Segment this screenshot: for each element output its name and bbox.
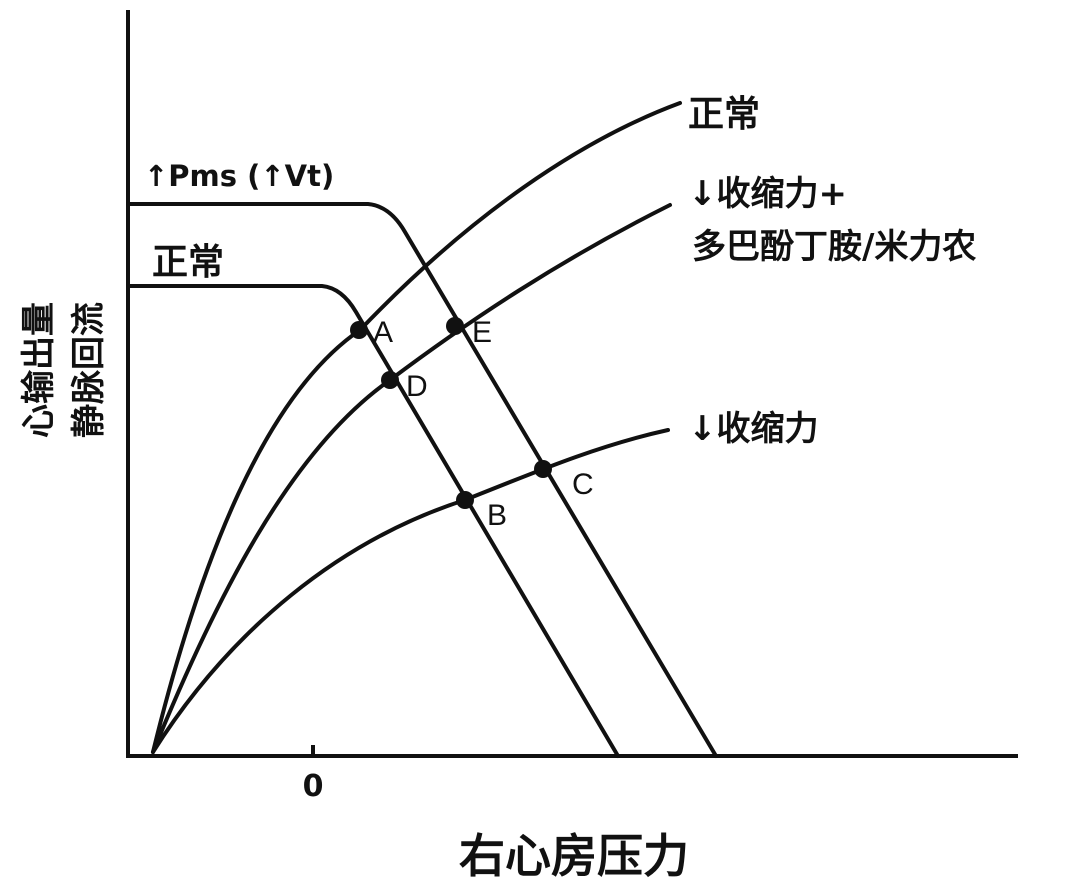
- point-c-marker: [534, 460, 552, 478]
- reduced-contractility-drug-label-line2: 多巴酚丁胺/米力农: [692, 227, 976, 267]
- cardiac-curve-reduced-contractility: [151, 428, 670, 754]
- venous-return-curve-normal: [126, 284, 620, 758]
- y-axis-label-line1: 心输出量: [19, 302, 59, 438]
- point-a-marker: [350, 321, 368, 339]
- venous-normal-label: 正常: [152, 242, 224, 283]
- point-d-marker: [381, 371, 399, 389]
- point-e-marker: [446, 317, 464, 335]
- cardiac-curve-normal: [151, 101, 682, 754]
- increased-pms-label: ↑Pms (↑Vt): [144, 159, 334, 193]
- x-tick-zero-label: 0: [303, 769, 324, 804]
- point-b-marker: [456, 491, 474, 509]
- venous-return-curve-increased-pms: [126, 202, 718, 758]
- reduced-contractility-drug-label-line1: ↓收缩力+: [688, 174, 847, 214]
- cardiac-normal-label: 正常: [688, 94, 760, 135]
- reduced-contractility-label: ↓收缩力: [688, 409, 819, 449]
- point-d-label: D: [406, 370, 428, 403]
- point-c-label: C: [572, 468, 594, 501]
- x-axis-label: 右心房压力: [459, 829, 689, 883]
- y-axis-label-line2: 静脉回流: [69, 302, 109, 438]
- point-e-label: E: [472, 316, 492, 349]
- point-b-label: B: [487, 499, 507, 532]
- y-axis-label: 心输出量 静脉回流: [19, 302, 109, 438]
- point-a-label: A: [373, 316, 393, 349]
